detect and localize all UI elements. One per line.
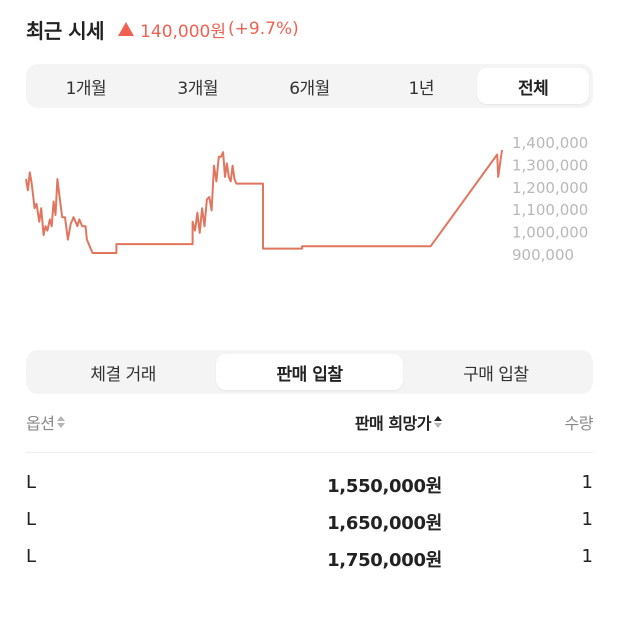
- order-type-tabs: 체결 거래 판매 입찰 구매 입찰: [26, 350, 593, 394]
- y-tick-label: 1,000,000: [512, 224, 588, 242]
- tab-completed-trades[interactable]: 체결 거래: [90, 364, 156, 385]
- tab-sell-bids[interactable]: 판매 입찰: [216, 354, 403, 390]
- table-row: L 1,750,000원 1: [26, 542, 593, 579]
- row-quantity: 1: [581, 472, 593, 493]
- up-triangle-icon: [118, 22, 135, 36]
- table-header: 옵션 판매 희망가 수량: [26, 410, 594, 438]
- price-line: [25, 149, 503, 254]
- tab-1-year[interactable]: 1년: [408, 78, 435, 99]
- table-row: L 1,550,000원 1: [26, 468, 593, 505]
- y-tick-label: 1,200,000: [512, 179, 588, 197]
- row-quantity: 1: [581, 509, 593, 530]
- sort-icon: [57, 416, 66, 428]
- recent-price-title: 최근 시세: [26, 18, 105, 43]
- y-tick-label: 1,100,000: [512, 201, 588, 219]
- period-tabs: 1개월 3개월 6개월 1년 전체: [26, 64, 593, 108]
- y-tick-label: 1,300,000: [512, 156, 588, 174]
- row-price: 1,750,000원: [327, 550, 442, 571]
- y-tick-label: 1,400,000: [512, 134, 588, 152]
- row-price: 1,550,000원: [327, 476, 442, 497]
- option-header-label: 옵션: [26, 414, 55, 433]
- price-header: 최근 시세 140,000원 (+9.7%): [26, 14, 299, 44]
- tab-1-month[interactable]: 1개월: [65, 78, 107, 99]
- price-chart[interactable]: 1,400,000 1,300,000 1,200,000 1,100,000 1,00…: [0, 120, 620, 290]
- row-price: 1,650,000원: [327, 513, 442, 534]
- quantity-column-header: 수량: [564, 414, 594, 433]
- change-amount: 140,000원: [140, 21, 227, 42]
- option-column-header[interactable]: 옵션: [26, 410, 66, 434]
- tab-all[interactable]: 전체: [477, 68, 589, 104]
- change-percent: (+9.7%): [228, 19, 299, 39]
- tab-6-months[interactable]: 6개월: [289, 78, 330, 99]
- y-tick-label: 900,000: [512, 246, 574, 264]
- sort-ascending-icon: [434, 416, 442, 428]
- tab-3-months[interactable]: 3개월: [177, 78, 218, 99]
- bid-list: L 1,550,000원 1 L 1,650,000원 1 L 1,750,00…: [26, 468, 593, 579]
- table-row: L 1,650,000원 1: [26, 505, 593, 542]
- price-change: 140,000원 (+9.7%): [118, 17, 299, 42]
- row-quantity: 1: [581, 546, 593, 567]
- row-option: L: [26, 546, 37, 567]
- tab-buy-bids[interactable]: 구매 입찰: [463, 364, 529, 385]
- table-divider: [26, 452, 593, 453]
- price-header-label: 판매 희망가: [354, 414, 432, 433]
- price-column-header[interactable]: 판매 희망가: [355, 410, 442, 434]
- row-option: L: [26, 509, 37, 530]
- row-option: L: [26, 472, 37, 493]
